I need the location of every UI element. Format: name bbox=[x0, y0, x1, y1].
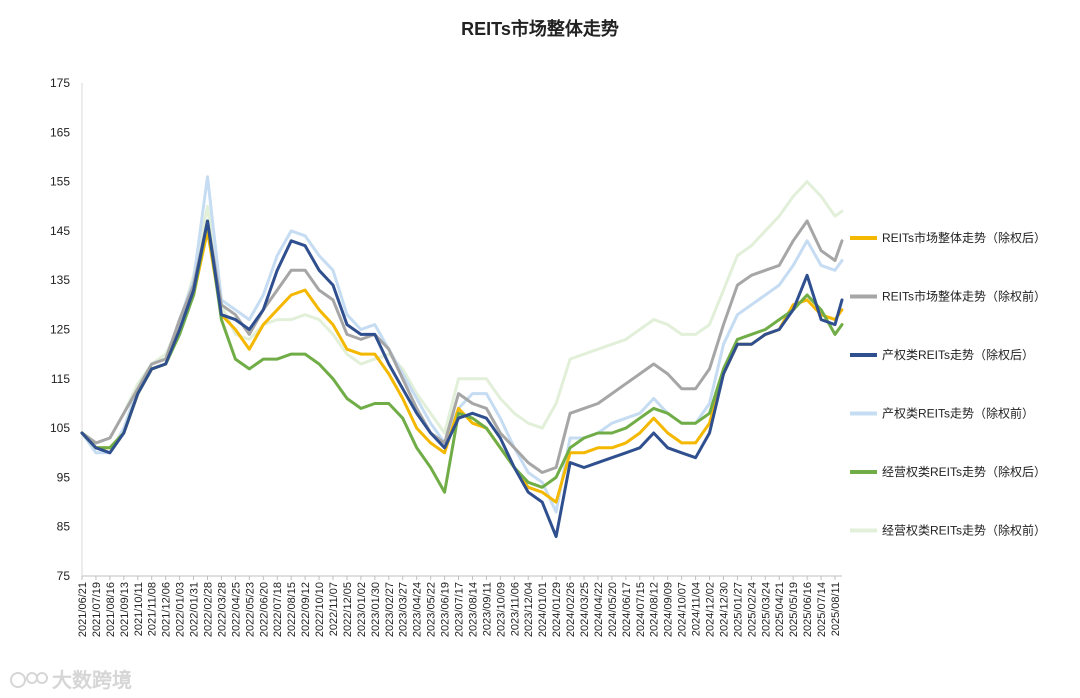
y-tick-label: 85 bbox=[57, 520, 71, 534]
legend-label: REITs市场整体走势（除权前） bbox=[882, 289, 1046, 304]
legend-label: 经营权类REITs走势（除权后） bbox=[882, 464, 1046, 479]
legend-label: 产权类REITs走势（除权前） bbox=[882, 406, 1034, 421]
x-tick-label: 2022/09/12 bbox=[300, 582, 312, 637]
x-tick-label: 2023/05/22 bbox=[426, 582, 438, 637]
plot-series bbox=[80, 175, 844, 539]
x-axis: 2021/06/21 2021/07/19 2021/08/16 2021/09/13… bbox=[77, 575, 842, 637]
x-tick-label: 2022/01/31 bbox=[189, 582, 201, 637]
x-tick-label: 2025/08/11 bbox=[830, 582, 842, 636]
x-tick-label: 2022/12/05 bbox=[342, 582, 354, 637]
x-tick-label: 2024/12/02 bbox=[705, 582, 717, 637]
x-tick-label: 2024/08/12 bbox=[649, 582, 661, 637]
series-line-6 bbox=[80, 180, 844, 445]
x-tick-label: 2025/04/21 bbox=[774, 582, 786, 637]
x-tick-label: 2021/08/16 bbox=[105, 582, 117, 637]
x-tick-label: 2023/03/27 bbox=[398, 582, 410, 637]
x-tick-label: 2025/01/27 bbox=[732, 582, 744, 637]
y-tick-label: 135 bbox=[50, 273, 70, 287]
x-tick-label: 2024/12/30 bbox=[718, 582, 730, 637]
x-tick-label: 2021/10/11 bbox=[133, 582, 145, 636]
x-tick-label: 2023/07/17 bbox=[454, 582, 466, 637]
x-tick-label: 2024/01/29 bbox=[551, 582, 563, 637]
y-tick-label: 95 bbox=[57, 470, 71, 484]
x-tick-label: 2022/05/23 bbox=[244, 582, 256, 637]
legend-label: REITs市场整体走势（除权后） bbox=[882, 230, 1046, 245]
x-tick-label: 2025/02/24 bbox=[746, 582, 758, 637]
x-tick-label: 2024/03/25 bbox=[579, 582, 591, 637]
x-tick-label: 2023/08/14 bbox=[467, 582, 479, 637]
x-tick-label: 2024/02/26 bbox=[565, 582, 577, 637]
x-tick-label: 2024/07/15 bbox=[635, 582, 647, 637]
y-tick-label: 145 bbox=[50, 224, 70, 238]
x-tick-label: 2023/11/06 bbox=[509, 582, 521, 636]
x-tick-label: 2024/10/07 bbox=[677, 582, 689, 637]
x-tick-label: 2023/06/19 bbox=[440, 582, 452, 637]
watermark-logo-icon bbox=[10, 672, 48, 688]
x-tick-label: 2024/09/09 bbox=[663, 582, 675, 637]
x-tick-label: 2022/02/28 bbox=[203, 582, 215, 637]
x-tick-label: 2022/11/07 bbox=[328, 582, 340, 636]
x-tick-label: 2024/05/20 bbox=[607, 582, 619, 637]
series-line-4 bbox=[80, 175, 844, 514]
x-tick-label: 2025/07/14 bbox=[816, 582, 828, 637]
x-tick-label: 2022/04/25 bbox=[230, 582, 242, 637]
watermark: 大数跨境 bbox=[10, 668, 132, 692]
x-tick-label: 2023/01/02 bbox=[356, 582, 368, 637]
series-line-3 bbox=[80, 219, 844, 539]
x-tick-label: 2022/06/20 bbox=[258, 582, 270, 637]
x-tick-label: 2023/02/27 bbox=[384, 582, 396, 637]
x-tick-label: 2024/01/01 bbox=[537, 582, 549, 637]
x-tick-label: 2022/07/18 bbox=[272, 582, 284, 637]
x-tick-label: 2022/10/10 bbox=[314, 582, 326, 637]
watermark-text: 大数跨境 bbox=[52, 668, 132, 692]
x-tick-label: 2025/06/16 bbox=[802, 582, 814, 637]
legend-label: 产权类REITs走势（除权后） bbox=[882, 347, 1034, 362]
x-tick-label: 2021/07/19 bbox=[91, 582, 103, 637]
x-tick-label: 2023/12/04 bbox=[523, 582, 535, 637]
y-tick-label: 105 bbox=[50, 421, 70, 435]
legend: REITs市场整体走势（除权后） REITs市场整体走势（除权前） 产权类REITs… bbox=[850, 230, 1046, 538]
x-tick-label: 2023/01/30 bbox=[370, 582, 382, 637]
x-tick-label: 2021/12/06 bbox=[161, 582, 173, 637]
y-tick-label: 75 bbox=[57, 569, 71, 583]
x-tick-label: 2025/05/19 bbox=[788, 582, 800, 637]
x-tick-label: 2022/08/15 bbox=[286, 582, 298, 637]
x-tick-label: 2025/03/24 bbox=[760, 582, 772, 637]
x-tick-label: 2022/03/28 bbox=[216, 582, 228, 637]
legend-label: 经营权类REITs走势（除权前） bbox=[882, 523, 1046, 538]
y-tick-label: 165 bbox=[50, 125, 70, 139]
x-tick-label: 2021/11/08 bbox=[147, 582, 159, 636]
x-tick-label: 2023/10/09 bbox=[495, 582, 507, 637]
x-tick-label: 2021/09/13 bbox=[119, 582, 131, 637]
x-tick-label: 2023/09/11 bbox=[481, 582, 493, 636]
y-tick-label: 125 bbox=[50, 323, 70, 337]
x-tick-label: 2024/06/17 bbox=[621, 582, 633, 637]
y-tick-label: 155 bbox=[50, 175, 70, 189]
y-tick-label: 175 bbox=[50, 76, 70, 90]
y-tick-label: 115 bbox=[51, 372, 70, 386]
chart-title: REITs市场整体走势 bbox=[461, 18, 619, 39]
x-tick-label: 2024/11/04 bbox=[691, 582, 703, 636]
x-tick-label: 2023/04/24 bbox=[412, 582, 424, 637]
x-tick-label: 2022/01/03 bbox=[175, 582, 187, 637]
x-tick-label: 2021/06/21 bbox=[77, 582, 89, 637]
y-axis: 75 85 95 105 115 125 135 145 155 165 175 bbox=[50, 76, 83, 583]
x-tick-label: 2024/04/22 bbox=[593, 582, 605, 637]
